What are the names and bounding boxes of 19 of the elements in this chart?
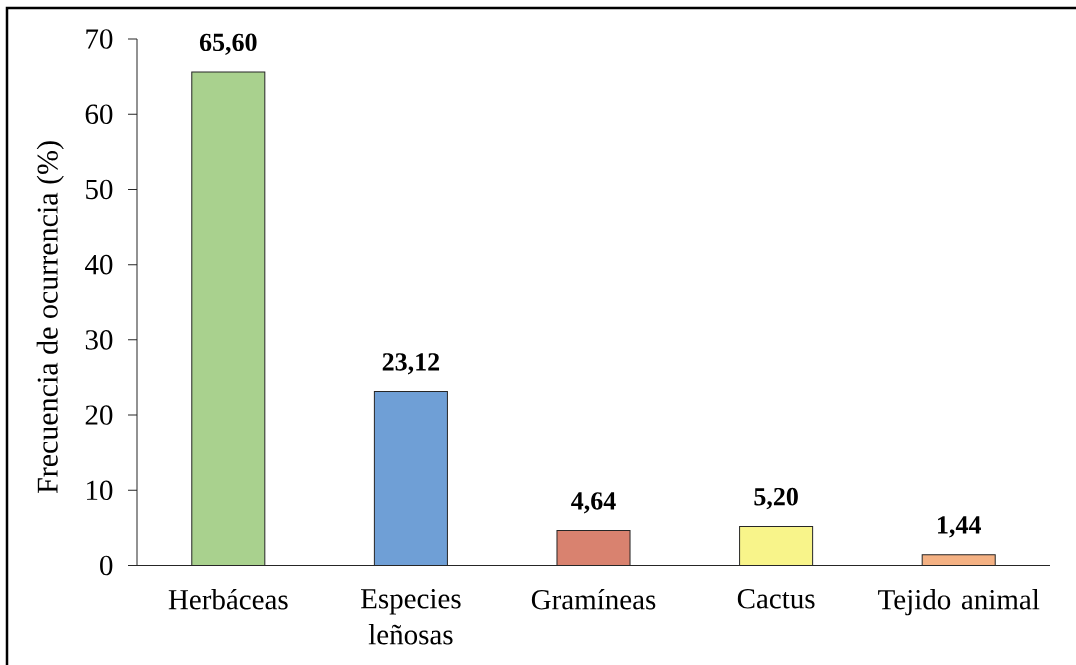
y-tick-label: 60 [85, 104, 113, 124]
y-tick-label: 0 [100, 555, 113, 576]
y-axis-title: Frecuencia de ocurrencia (%) [36, 141, 64, 494]
data-label: 65,60 [199, 33, 257, 55]
y-tick-label: 20 [85, 405, 113, 425]
data-label: 1,44 [938, 516, 981, 538]
y-tick-label: 40 [85, 254, 113, 275]
data-label: 5,20 [754, 487, 798, 510]
y-tick-label: 10 [87, 480, 113, 501]
data-label: 4,64 [571, 492, 616, 514]
x-tick-label: Tejido animal [878, 589, 1040, 616]
y-tick-label: 30 [85, 330, 113, 350]
y-tick-label: 70 [86, 29, 113, 49]
x-tick-label: Herbáceas [168, 589, 288, 610]
x-tick-label: Gramíneas [531, 589, 656, 610]
x-tick-label: Cactus [737, 589, 815, 609]
x-tick-label: Especies leñosas [361, 589, 461, 645]
y-tick-label: 50 [86, 179, 113, 200]
data-label: 23,12 [382, 353, 440, 375]
